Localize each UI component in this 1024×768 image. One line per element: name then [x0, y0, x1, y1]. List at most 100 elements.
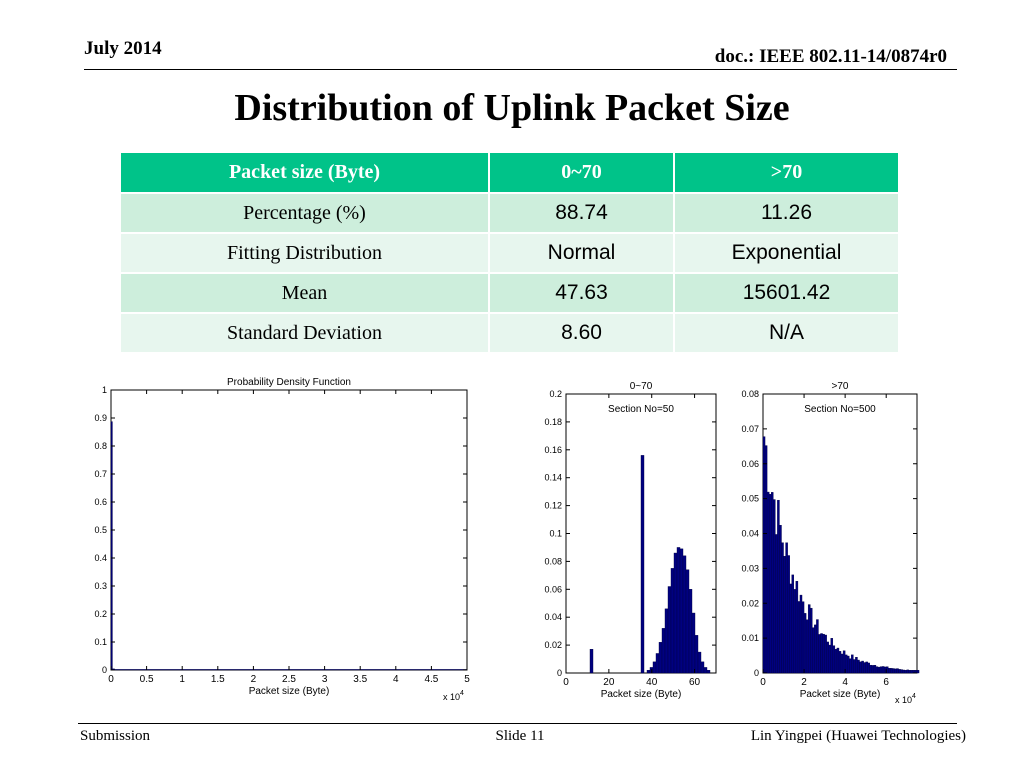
- table-cell: N/A: [673, 312, 900, 354]
- histogram-bar: [875, 666, 879, 674]
- histogram-bar: [803, 613, 807, 674]
- y-tick-label: 0: [754, 668, 759, 678]
- histogram-bar: [691, 612, 696, 674]
- x-tick-label: 20: [603, 677, 615, 688]
- x-tick-label: 2: [251, 674, 257, 685]
- histogram-bar: [894, 668, 897, 674]
- x-tick-label: 1.5: [211, 674, 225, 685]
- histogram-bar: [793, 589, 797, 674]
- histogram-bar: [797, 601, 801, 674]
- y-tick-label: 0.9: [94, 413, 107, 423]
- y-tick-label: 0.03: [741, 563, 759, 573]
- y-tick-label: 0.4: [94, 553, 107, 563]
- histogram-bar: [896, 668, 899, 674]
- histogram-bar: [908, 670, 912, 674]
- histogram-bar: [838, 651, 842, 674]
- y-tick-label: 0.08: [544, 556, 562, 566]
- table-header-row: Packet size (Byte) 0~70 >70: [119, 151, 900, 194]
- y-tick-label: 0.06: [544, 584, 562, 594]
- histogram-bar: [861, 660, 864, 674]
- histogram-bar: [658, 642, 663, 674]
- histogram-bar: [783, 556, 786, 674]
- x-tick-label: 6: [883, 677, 889, 688]
- y-tick-label: 0.2: [549, 389, 562, 399]
- histogram-bar: [879, 666, 883, 674]
- table-header-cell: 0~70: [488, 151, 675, 194]
- y-tick-label: 0.8: [94, 441, 107, 451]
- histogram-bar: [881, 666, 885, 674]
- table-cell: 15601.42: [673, 272, 900, 314]
- y-tick-label: 0.16: [544, 445, 562, 455]
- histogram-bar: [688, 589, 693, 674]
- histogram-bar: [888, 668, 891, 674]
- x-tick-label: 2.5: [282, 674, 296, 685]
- x-tick-label: 2: [801, 677, 807, 688]
- histogram-bar: [775, 534, 778, 674]
- row-label: Fitting Distribution: [119, 232, 490, 274]
- x-multiplier-label: x 104: [443, 690, 464, 702]
- small-packet-histogram-svg: 0~70 0 20 40 60 0 0.02 0.04 0.06 0.08 0.1 0.12 0.14 0…: [544, 381, 717, 700]
- histogram-bar: [867, 662, 870, 674]
- chart-title: Probability Density Function: [227, 377, 351, 388]
- table-row: Percentage (%) 88.74 11.26: [119, 192, 900, 234]
- histogram-bar: [863, 662, 866, 674]
- y-tick-label: 1: [102, 385, 107, 395]
- histogram-bar: [706, 670, 711, 674]
- histogram-bar: [830, 638, 834, 674]
- y-tick-label: 0.7: [94, 469, 107, 479]
- histogram-bar: [849, 658, 852, 674]
- histogram-bar: [700, 661, 705, 674]
- histogram-bar: [766, 491, 770, 674]
- x-tick-label: 4: [842, 677, 848, 688]
- x-tick-label: 60: [689, 677, 701, 688]
- histogram-bar: [114, 669, 468, 671]
- histogram-bar: [892, 668, 895, 674]
- histogram-bar: [781, 542, 784, 674]
- y-tick-label: 0.04: [741, 529, 759, 539]
- y-tick-label: 0.06: [741, 459, 759, 469]
- chart-title: 0~70: [630, 381, 653, 392]
- histogram-bar: [791, 574, 794, 674]
- histogram-bar: [771, 492, 774, 674]
- histogram-bar: [694, 635, 699, 674]
- histogram-bar: [816, 619, 819, 674]
- histogram-bar: [846, 655, 850, 674]
- y-tick-label: 0.18: [544, 417, 562, 427]
- large-packet-histogram: >70 0 2 4 6 0 0.01 0.02 0.03 0.04 0.05 0.06 0.07 0.08…: [725, 370, 925, 715]
- histogram-bar: [789, 583, 792, 674]
- row-label: Percentage (%): [119, 192, 490, 234]
- packet-size-table: Packet size (Byte) 0~70 >70 Percentage (…: [119, 151, 900, 354]
- x-tick-label: 4: [393, 674, 399, 685]
- histogram-bar: [916, 670, 920, 674]
- y-tick-label: 0.14: [544, 473, 562, 483]
- y-tick-label: 0: [557, 668, 562, 678]
- histogram-bar: [664, 608, 669, 674]
- x-tick-label: 0.5: [140, 674, 154, 685]
- x-axis-label: Packet size (Byte): [601, 689, 682, 700]
- histogram-bar: [679, 548, 684, 674]
- histogram-bar: [762, 436, 766, 674]
- histogram-bar: [818, 634, 821, 674]
- chart-title: >70: [832, 381, 849, 392]
- x-tick-label: 1: [179, 674, 185, 685]
- histogram-bar: [906, 669, 909, 674]
- y-tick-label: 0.04: [544, 612, 562, 622]
- y-tick-label: 0.6: [94, 497, 107, 507]
- histogram-bar: [824, 634, 827, 674]
- histogram-bar: [768, 494, 772, 674]
- table-header-cell: >70: [673, 151, 900, 194]
- pdf-chart: Probability Density Function 0 0.5 1 1.5 2 2.5…: [78, 368, 478, 718]
- histogram-bar: [810, 607, 813, 674]
- header-divider: [84, 69, 957, 70]
- histogram-bar: [855, 657, 858, 674]
- x-tick-label: 3.5: [353, 674, 367, 685]
- histogram-bar: [826, 641, 829, 674]
- x-tick-label: 0: [760, 677, 766, 688]
- histogram-bar: [869, 664, 873, 674]
- x-axis-label: Packet size (Byte): [800, 689, 881, 700]
- histogram-bar: [640, 455, 645, 674]
- histogram-bar: [805, 619, 809, 674]
- histogram-bar: [673, 552, 678, 674]
- x-tick-label: 5: [464, 674, 470, 685]
- histogram-bar: [795, 581, 799, 674]
